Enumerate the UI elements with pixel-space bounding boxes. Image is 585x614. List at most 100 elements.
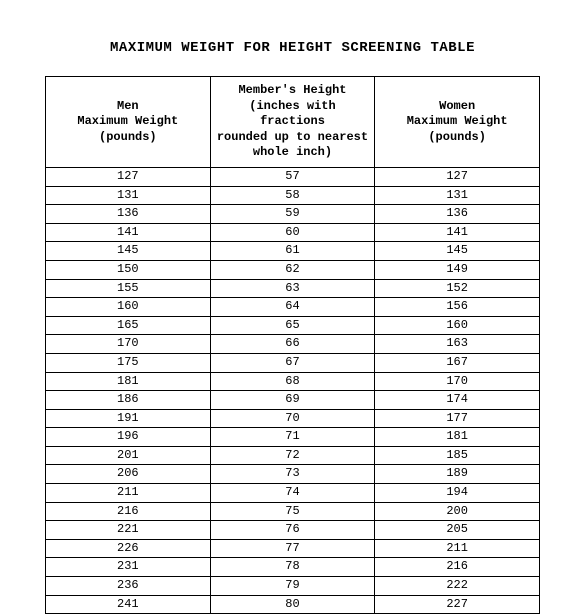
table-cell-height: 75 [210, 502, 375, 521]
table-cell-men: 136 [46, 205, 211, 224]
table-row: 20673189 [46, 465, 540, 484]
table-row: 18669174 [46, 391, 540, 410]
table-row: 16064156 [46, 298, 540, 317]
col-header-women: WomenMaximum Weight(pounds) [375, 77, 540, 168]
table-cell-men: 211 [46, 484, 211, 503]
table-cell-women: 177 [375, 409, 540, 428]
table-row: 21174194 [46, 484, 540, 503]
table-cell-height: 63 [210, 279, 375, 298]
table-row: 21675200 [46, 502, 540, 521]
table-cell-height: 60 [210, 223, 375, 242]
table-cell-men: 231 [46, 558, 211, 577]
table-cell-height: 69 [210, 391, 375, 410]
table-row: 17567167 [46, 353, 540, 372]
table-cell-men: 206 [46, 465, 211, 484]
table-cell-women: 189 [375, 465, 540, 484]
table-cell-women: 205 [375, 521, 540, 540]
table-row: 23178216 [46, 558, 540, 577]
table-cell-height: 67 [210, 353, 375, 372]
table-cell-height: 62 [210, 260, 375, 279]
table-cell-men: 127 [46, 167, 211, 186]
table-cell-women: 185 [375, 446, 540, 465]
table-cell-women: 211 [375, 539, 540, 558]
table-row: 12757127 [46, 167, 540, 186]
table-row: 14160141 [46, 223, 540, 242]
table-cell-men: 181 [46, 372, 211, 391]
table-cell-women: 216 [375, 558, 540, 577]
table-row: 19671181 [46, 428, 540, 447]
table-cell-men: 216 [46, 502, 211, 521]
table-cell-women: 200 [375, 502, 540, 521]
table-cell-men: 191 [46, 409, 211, 428]
table-cell-women: 174 [375, 391, 540, 410]
table-cell-women: 222 [375, 577, 540, 596]
table-header-row: MenMaximum Weight(pounds) Member's Heigh… [46, 77, 540, 168]
table-cell-men: 141 [46, 223, 211, 242]
table-cell-height: 71 [210, 428, 375, 447]
table-cell-women: 127 [375, 167, 540, 186]
table-row: 13158131 [46, 186, 540, 205]
table-cell-men: 186 [46, 391, 211, 410]
table-cell-men: 170 [46, 335, 211, 354]
table-cell-height: 76 [210, 521, 375, 540]
table-cell-height: 74 [210, 484, 375, 503]
table-cell-men: 160 [46, 298, 211, 317]
table-row: 13659136 [46, 205, 540, 224]
table-cell-women: 141 [375, 223, 540, 242]
table-cell-men: 236 [46, 577, 211, 596]
table-row: 22677211 [46, 539, 540, 558]
screening-table: MenMaximum Weight(pounds) Member's Heigh… [45, 76, 540, 614]
table-row: 19170177 [46, 409, 540, 428]
table-cell-women: 181 [375, 428, 540, 447]
table-cell-women: 227 [375, 595, 540, 614]
table-cell-height: 72 [210, 446, 375, 465]
table-cell-height: 80 [210, 595, 375, 614]
table-cell-men: 226 [46, 539, 211, 558]
table-cell-men: 165 [46, 316, 211, 335]
col-header-men: MenMaximum Weight(pounds) [46, 77, 211, 168]
table-cell-height: 77 [210, 539, 375, 558]
table-cell-height: 57 [210, 167, 375, 186]
page-title: MAXIMUM WEIGHT FOR HEIGHT SCREENING TABL… [45, 40, 540, 56]
table-cell-height: 64 [210, 298, 375, 317]
table-row: 14561145 [46, 242, 540, 261]
table-cell-women: 136 [375, 205, 540, 224]
table-cell-women: 160 [375, 316, 540, 335]
table-cell-men: 221 [46, 521, 211, 540]
table-cell-men: 131 [46, 186, 211, 205]
table-cell-men: 241 [46, 595, 211, 614]
table-cell-women: 167 [375, 353, 540, 372]
table-cell-height: 65 [210, 316, 375, 335]
table-cell-women: 170 [375, 372, 540, 391]
table-cell-men: 196 [46, 428, 211, 447]
table-row: 24180227 [46, 595, 540, 614]
table-row: 20172185 [46, 446, 540, 465]
table-row: 15062149 [46, 260, 540, 279]
table-body: 1275712713158131136591361416014114561145… [46, 167, 540, 613]
table-cell-height: 78 [210, 558, 375, 577]
col-header-height: Member's Height(inches with fractionsrou… [210, 77, 375, 168]
table-cell-height: 66 [210, 335, 375, 354]
table-cell-men: 150 [46, 260, 211, 279]
table-cell-women: 145 [375, 242, 540, 261]
table-cell-women: 163 [375, 335, 540, 354]
table-cell-height: 79 [210, 577, 375, 596]
table-cell-women: 194 [375, 484, 540, 503]
table-row: 22176205 [46, 521, 540, 540]
table-cell-height: 68 [210, 372, 375, 391]
table-cell-height: 59 [210, 205, 375, 224]
table-row: 17066163 [46, 335, 540, 354]
table-row: 15563152 [46, 279, 540, 298]
table-cell-women: 152 [375, 279, 540, 298]
table-cell-height: 58 [210, 186, 375, 205]
table-cell-women: 156 [375, 298, 540, 317]
table-row: 16565160 [46, 316, 540, 335]
table-cell-men: 145 [46, 242, 211, 261]
table-cell-men: 201 [46, 446, 211, 465]
table-row: 18168170 [46, 372, 540, 391]
table-cell-men: 175 [46, 353, 211, 372]
table-row: 23679222 [46, 577, 540, 596]
table-cell-women: 149 [375, 260, 540, 279]
table-cell-height: 70 [210, 409, 375, 428]
table-cell-height: 73 [210, 465, 375, 484]
